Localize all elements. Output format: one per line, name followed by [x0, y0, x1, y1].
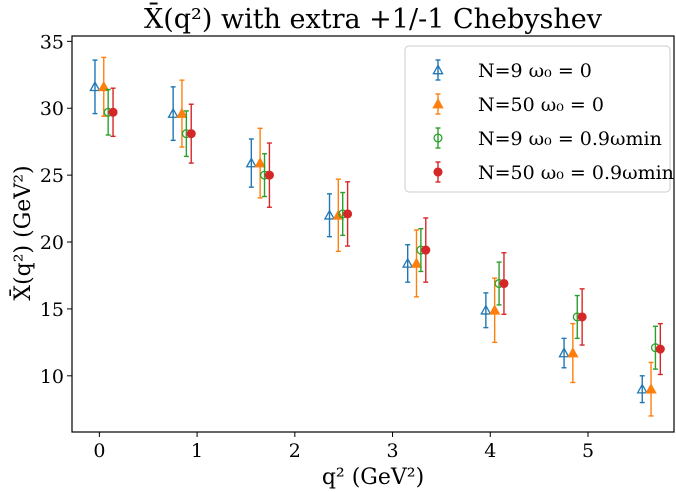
data-point-marker — [432, 64, 444, 75]
legend-label: N=50 ω₀ = 0 — [478, 94, 604, 116]
data-point-marker — [264, 170, 274, 180]
y-tick-label: 15 — [40, 299, 64, 321]
data-point-marker — [432, 98, 444, 109]
data-point — [421, 217, 431, 283]
legend-label: N=9 ω₀ = 0.9ωmin — [478, 128, 662, 150]
data-point — [416, 227, 426, 273]
data-point — [98, 56, 110, 117]
x-tick-label: 4 — [484, 440, 496, 462]
x-tick-label: 1 — [191, 440, 203, 462]
data-point-marker — [167, 107, 179, 118]
chart-title: X̄(q²) with extra +1/-1 Chebyshev — [144, 1, 603, 35]
x-tick-label: 5 — [582, 440, 594, 462]
y-tick-label: 35 — [40, 31, 64, 53]
data-point-marker — [410, 257, 423, 268]
data-point — [567, 322, 579, 384]
data-point — [499, 252, 509, 315]
y-tick-label: 10 — [40, 366, 64, 388]
data-point-marker — [401, 257, 414, 268]
x-tick-label: 3 — [386, 440, 398, 462]
data-point-marker — [186, 129, 196, 139]
data-point-marker — [245, 157, 258, 168]
data-point-marker — [577, 312, 587, 322]
data-point — [254, 127, 266, 199]
legend-label: N=9 ω₀ = 0 — [478, 60, 592, 82]
data-point — [264, 142, 274, 208]
data-point — [577, 288, 587, 346]
x-axis-label: q² (GeV²) — [322, 465, 424, 490]
data-point — [323, 193, 336, 238]
data-point-marker — [567, 347, 579, 358]
data-point-marker — [488, 304, 501, 315]
data-point-marker — [176, 107, 188, 118]
data-point-marker — [343, 209, 353, 219]
data-point — [259, 153, 270, 198]
data-point-marker — [499, 278, 509, 289]
y-tick-label: 30 — [40, 98, 64, 120]
data-point-marker — [98, 80, 110, 92]
data-point-marker — [480, 304, 492, 315]
legend-entry: N=9 ω₀ = 0.9ωmin — [433, 127, 662, 150]
legend-entry: N=9 ω₀ = 0 — [432, 59, 592, 82]
data-point — [176, 79, 188, 148]
series — [108, 87, 665, 376]
data-point — [558, 337, 570, 369]
data-point-marker — [254, 157, 266, 168]
legend-label: N=50 ω₀ = 0.9ωmin — [478, 162, 674, 184]
data-point-marker — [433, 167, 443, 177]
x-tick-label: 2 — [289, 440, 301, 462]
data-point-marker — [421, 245, 431, 255]
data-point — [480, 292, 492, 329]
legend-entry: N=50 ω₀ = 0 — [432, 93, 604, 116]
series — [98, 56, 657, 417]
data-point — [488, 277, 501, 344]
data-point-marker — [655, 344, 665, 354]
data-point-marker — [433, 133, 443, 143]
y-tick-label: 20 — [40, 232, 64, 254]
x-axis-ticks: 0 1 2 3 4 5 — [93, 432, 594, 462]
y-axis-ticks: 10 15 20 25 30 35 — [40, 31, 72, 388]
data-point — [167, 86, 179, 142]
plot-area — [71, 35, 675, 433]
legend-entry: N=50 ω₀ = 0.9ωmin — [433, 161, 674, 184]
data-point-marker — [636, 383, 648, 394]
data-point — [89, 59, 101, 115]
series — [89, 59, 648, 404]
data-point-marker — [323, 209, 336, 220]
data-point — [636, 375, 648, 404]
legend: N=9 ω₀ = 0 N=50 ω₀ = 0 N=9 ω₀ = 0.9ωmin N=5… — [404, 45, 674, 193]
data-point — [655, 322, 665, 376]
data-point — [108, 87, 118, 138]
legend-box — [404, 45, 671, 193]
data-point-marker — [108, 107, 118, 117]
data-point — [410, 229, 423, 298]
y-tick-label: 25 — [40, 165, 64, 187]
data-point — [401, 244, 414, 283]
y-axis-label: X̄(q²) (GeV²) — [9, 165, 36, 300]
data-point — [186, 103, 196, 164]
data-point-marker — [89, 80, 101, 92]
data-point — [343, 181, 353, 247]
data-point — [245, 138, 258, 188]
axes-frame — [71, 35, 675, 433]
data-point-marker — [558, 347, 570, 358]
data-point-marker — [645, 383, 657, 394]
data-point — [645, 361, 657, 417]
x-tick-label: 0 — [93, 440, 105, 462]
